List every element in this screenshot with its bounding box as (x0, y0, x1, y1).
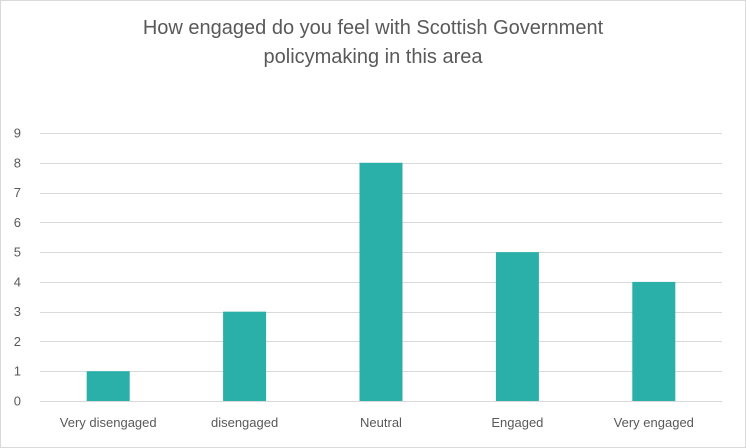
y-tick-label: 1 (14, 364, 21, 379)
bar-disengaged (223, 311, 267, 401)
bar-very-disengaged (86, 371, 130, 401)
x-tick-label: Very engaged (614, 415, 694, 430)
x-axis-tick-labels: Very disengaged disengaged Neutral Engaged V… (60, 415, 694, 430)
chart-title: How engaged do you feel with Scottish Go… (0, 14, 746, 72)
y-tick-label: 6 (14, 215, 21, 230)
y-tick-label: 4 (14, 274, 21, 289)
bars (86, 162, 676, 401)
bar-neutral (359, 162, 403, 401)
y-tick-label: 5 (14, 245, 21, 260)
bar-very-engaged (632, 281, 676, 401)
x-tick-label: Very disengaged (60, 415, 157, 430)
y-axis-tick-labels: 0 1 2 3 4 5 6 7 8 9 (14, 126, 21, 409)
y-tick-label: 7 (14, 185, 21, 200)
y-tick-label: 0 (14, 394, 21, 409)
x-tick-label: disengaged (211, 415, 278, 430)
y-tick-label: 9 (14, 126, 21, 141)
y-tick-label: 2 (14, 334, 21, 349)
chart-title-line-2: policymaking in this area (263, 46, 483, 68)
x-tick-label: Neutral (360, 415, 402, 430)
y-tick-label: 8 (14, 155, 21, 170)
x-tick-label: Engaged (491, 415, 543, 430)
bar-engaged (495, 252, 539, 401)
chart-title-line-1: How engaged do you feel with Scottish Go… (142, 17, 604, 39)
y-tick-label: 3 (14, 304, 21, 319)
